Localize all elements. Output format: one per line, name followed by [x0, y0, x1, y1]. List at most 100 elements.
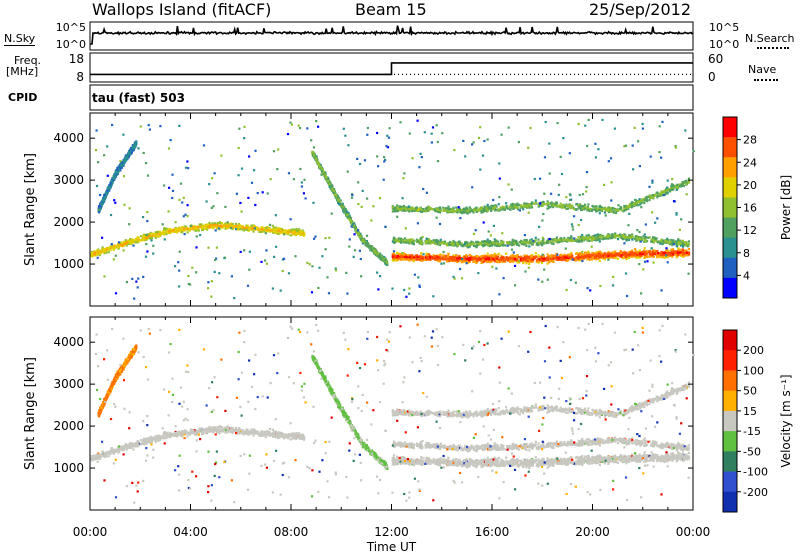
power-cell [530, 259, 533, 262]
power-cell [578, 254, 582, 257]
power-cell [642, 249, 645, 252]
power-cell [419, 255, 422, 258]
power-cell [627, 236, 630, 239]
power-cell [623, 252, 626, 255]
power-cell [670, 242, 673, 245]
power-cell [666, 241, 669, 244]
power-cell [425, 252, 428, 255]
power-cell [156, 233, 159, 236]
power-cell [592, 235, 595, 238]
power-cell [481, 257, 484, 260]
power-cell [210, 226, 213, 229]
power-cell [400, 237, 403, 241]
power-cell [645, 252, 648, 255]
power-cell [577, 253, 580, 256]
power-cell [648, 255, 651, 258]
power-cell [486, 240, 489, 243]
power-cell [647, 236, 650, 239]
power-cell [402, 252, 405, 255]
power-cell [557, 239, 560, 242]
power-cell [404, 206, 407, 209]
power-cell [510, 254, 513, 257]
power-cell [644, 253, 647, 257]
power-cell [524, 259, 527, 262]
power-cell [452, 239, 455, 243]
power-cell [675, 250, 678, 254]
power-cell [287, 229, 290, 232]
power-cell [683, 241, 686, 244]
power-cell [603, 253, 606, 256]
power-cell [222, 226, 225, 229]
power-cell [575, 252, 578, 255]
power-cell [106, 189, 109, 192]
power-cell [625, 256, 628, 259]
power-cell [568, 257, 571, 260]
power-cell [456, 260, 459, 264]
power-cell [279, 228, 282, 231]
power-cell [468, 253, 471, 256]
power-cell [599, 235, 602, 238]
power-cell [297, 232, 300, 235]
power-cell [474, 257, 477, 260]
power-cell [332, 191, 335, 194]
power-cell [677, 253, 680, 256]
power-cell [122, 244, 125, 247]
power-cell [418, 239, 421, 242]
power-cell [479, 259, 482, 262]
power-cell [552, 242, 555, 246]
power-cell [472, 260, 475, 263]
power-cell [488, 257, 491, 260]
power-cell [379, 256, 382, 259]
power-cell [558, 241, 561, 244]
power-cell [165, 229, 169, 232]
power-cell [398, 252, 401, 256]
power-cell [560, 253, 563, 256]
power-cell [588, 253, 591, 257]
power-cell [108, 184, 111, 187]
power-cell [657, 252, 660, 255]
power-cell [569, 257, 572, 260]
power-cell [678, 241, 681, 244]
power-cell [512, 260, 515, 263]
power-cell [415, 258, 418, 261]
power-cell [411, 255, 414, 258]
power-cell [579, 252, 582, 255]
power-cell [639, 252, 642, 255]
power-cell [283, 233, 286, 236]
power-cell [412, 260, 415, 263]
power-cell [621, 251, 625, 255]
power-cell [466, 242, 469, 245]
power-cell [603, 258, 606, 261]
power-cell [232, 224, 235, 227]
power-cell [115, 172, 118, 175]
power-cell [445, 258, 448, 261]
power-cell [586, 238, 589, 241]
power-cell [652, 238, 655, 241]
power-cell [482, 260, 485, 264]
power-cell [515, 242, 518, 245]
power-cell [263, 228, 266, 231]
power-cell [373, 249, 376, 252]
power-cell [99, 252, 102, 255]
power-cell [588, 236, 591, 239]
power-cell [682, 184, 685, 188]
freq-left-tick-top: 18 [69, 52, 84, 66]
power-cell [134, 142, 137, 145]
power-cell [505, 241, 509, 244]
power-cell [563, 256, 566, 259]
power-cell [468, 260, 471, 263]
power-cell [348, 216, 352, 219]
power-cell [204, 227, 207, 230]
power-cell [530, 238, 533, 241]
power-cell [182, 226, 185, 229]
power-cell [507, 241, 511, 244]
power-cell [201, 228, 204, 232]
power-cell [537, 257, 540, 261]
power-cell [272, 231, 275, 234]
power-cell [512, 258, 515, 261]
power-cell [478, 258, 481, 261]
power-cell [687, 245, 690, 248]
power-cell [678, 248, 681, 251]
power-cell [108, 185, 112, 188]
power-cell [149, 231, 152, 234]
